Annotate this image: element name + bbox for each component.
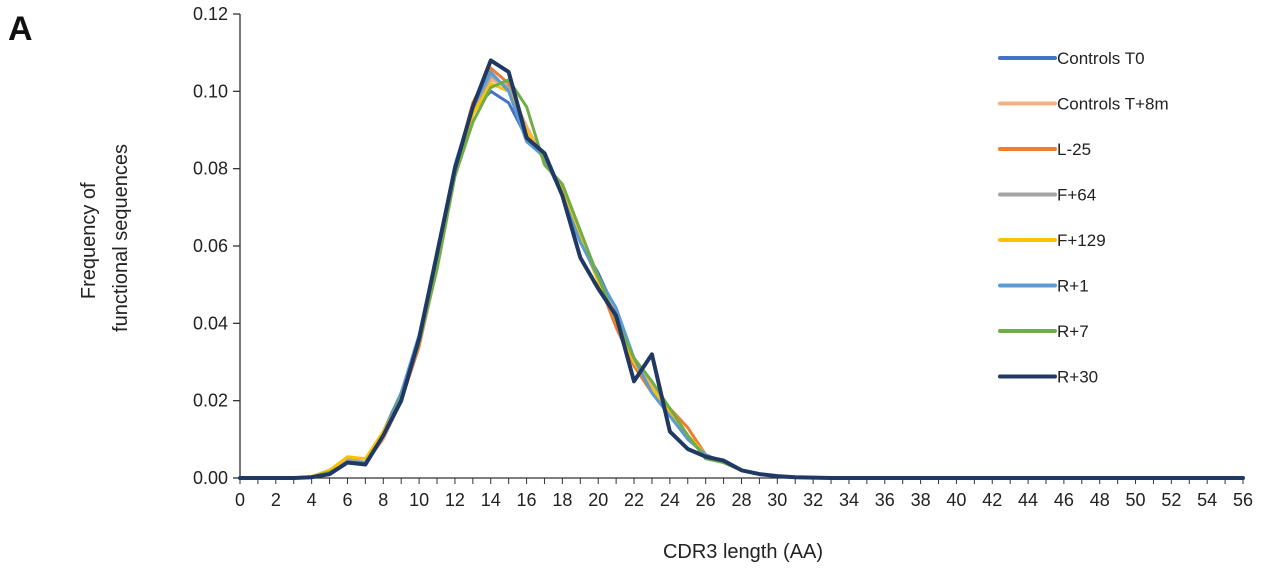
legend-label: F+129 <box>1057 231 1106 250</box>
y-tick-label: 0.04 <box>193 313 228 333</box>
x-tick-label: 34 <box>839 490 859 510</box>
legend: Controls T0 Controls T+8m L-25 F+64 F+129 R+1… <box>998 49 1169 387</box>
y-tick-label: 0.00 <box>193 468 228 488</box>
x-tick-label: 22 <box>624 490 644 510</box>
x-tick-label: 12 <box>445 490 465 510</box>
y-tick-label: 0.06 <box>193 236 228 256</box>
x-tick-label: 50 <box>1126 490 1146 510</box>
y-axis-title-line-1: Frequency of <box>78 182 100 299</box>
x-tick-label: 42 <box>982 490 1002 510</box>
x-tick-label: 14 <box>481 490 501 510</box>
y-axis-title-line-2: functional sequences <box>110 144 132 332</box>
x-tick-label: 44 <box>1018 490 1038 510</box>
x-tick-label: 20 <box>588 490 608 510</box>
x-tick-label: 30 <box>767 490 787 510</box>
x-tick-label: 18 <box>552 490 572 510</box>
x-tick-label: 38 <box>911 490 931 510</box>
x-tick-label: 40 <box>946 490 966 510</box>
x-tick-label: 54 <box>1197 490 1217 510</box>
x-tick-label: 26 <box>696 490 716 510</box>
x-tick-label: 24 <box>660 490 680 510</box>
series-line-r-30 <box>238 58 1245 480</box>
series-lines <box>238 58 1245 480</box>
x-tick-label: 56 <box>1233 490 1253 510</box>
y-axis-title: Frequency of functional sequences <box>78 144 132 332</box>
legend-label: R+30 <box>1057 368 1098 387</box>
x-tick-label: 32 <box>803 490 823 510</box>
y-tick-label: 0.08 <box>193 159 228 179</box>
x-tick-label: 28 <box>731 490 751 510</box>
x-tick-label: 16 <box>517 490 537 510</box>
legend-label: R+7 <box>1057 322 1089 341</box>
axes: 0.000.020.040.060.080.100.12 0 2 4 6 8 10 12 14… <box>193 4 1253 510</box>
legend-label: Controls T0 <box>1057 49 1145 68</box>
legend-label: F+64 <box>1057 186 1096 205</box>
x-tick-label: 4 <box>307 490 317 510</box>
legend-label: L-25 <box>1057 140 1091 159</box>
x-tick-label: 6 <box>342 490 352 510</box>
x-tick-label: 36 <box>875 490 895 510</box>
x-tick-label: 0 <box>235 490 245 510</box>
x-tick-label: 10 <box>409 490 429 510</box>
x-tick-label: 2 <box>271 490 281 510</box>
x-tick-label: 46 <box>1054 490 1074 510</box>
y-tick-label: 0.10 <box>193 81 228 101</box>
x-tick-label: 52 <box>1161 490 1181 510</box>
legend-label: Controls T+8m <box>1057 95 1169 114</box>
y-ticks: 0.00 0.02 0.04 0.06 0.08 0.10 0.12 <box>193 4 240 488</box>
y-tick-label: 0.02 <box>193 391 228 411</box>
legend-label: R+1 <box>1057 277 1089 296</box>
x-axis-title: CDR3 length (AA) <box>663 541 823 563</box>
x-ticks: 0 2 4 6 8 10 12 14 16 18 20 22 24 26 28 30 32 34 36 38 40 42 4… <box>235 478 1253 510</box>
x-tick-label: 8 <box>378 490 388 510</box>
y-tick-label: 0.12 <box>193 4 228 24</box>
x-tick-label: 48 <box>1090 490 1110 510</box>
panel-label: A <box>8 10 33 48</box>
